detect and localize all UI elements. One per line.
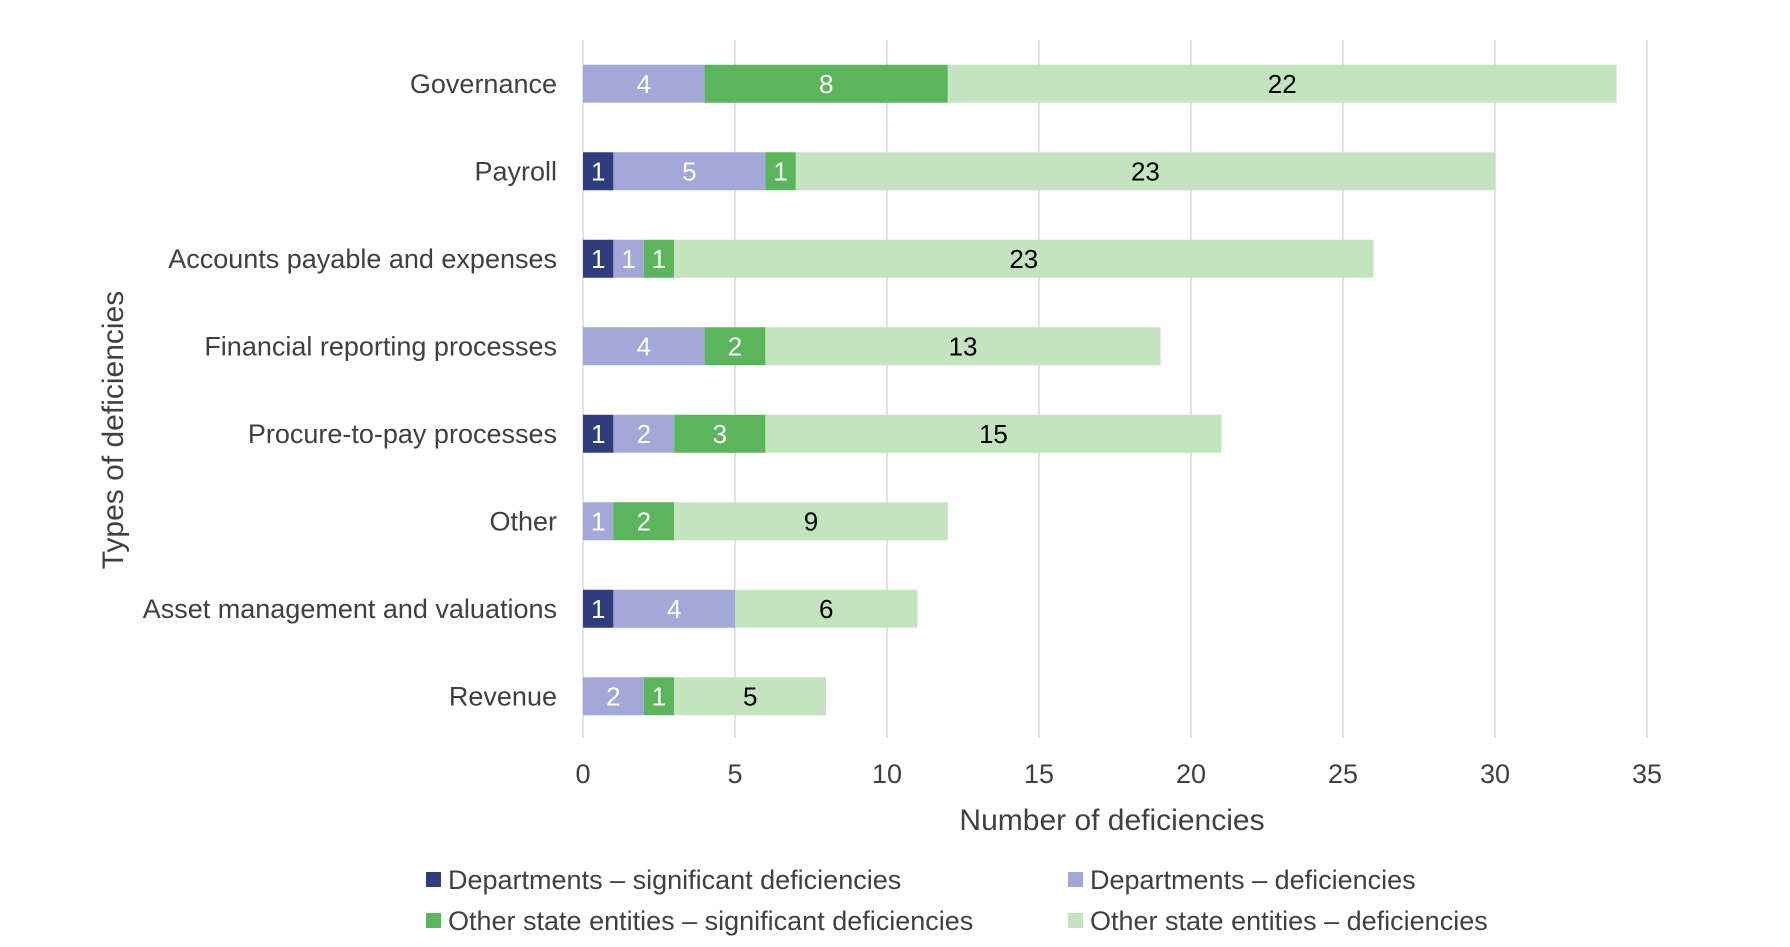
data-label: 4 (637, 69, 651, 99)
legend-label: Departments – significant deficiencies (448, 865, 901, 895)
legend-swatch (1068, 872, 1083, 887)
x-axis-title: Number of deficiencies (959, 804, 1264, 837)
bars (583, 64, 1617, 716)
bar-segment (583, 677, 644, 716)
bar-segment (613, 239, 644, 278)
bar-segment (643, 239, 675, 278)
data-label: 15 (979, 419, 1008, 449)
data-label: 4 (667, 594, 681, 624)
data-label: 1 (652, 681, 666, 711)
y-axis-title: Types of deficiencies (97, 291, 130, 569)
bar-segment (613, 152, 766, 191)
bar-segment (583, 239, 614, 278)
data-label: 13 (949, 331, 978, 361)
bar-segment (765, 152, 796, 191)
data-label: 1 (591, 419, 605, 449)
category-label: Asset management and valuations (143, 594, 557, 624)
bar-segment (613, 589, 735, 628)
data-label: 1 (591, 156, 605, 186)
bar-segment (583, 64, 705, 103)
data-label: 8 (819, 69, 833, 99)
bar-segment (583, 327, 705, 366)
bar-segment (704, 64, 948, 103)
category-label: Financial reporting processes (204, 331, 557, 361)
data-label: 5 (743, 681, 757, 711)
x-tick-labels: 0 5 10 15 20 25 30 35 (575, 759, 1662, 789)
category-label: Payroll (474, 156, 557, 186)
category-label: Revenue (449, 681, 557, 711)
category-label: Procure-to-pay processes (248, 419, 557, 449)
data-label: 3 (713, 419, 727, 449)
bar-segment (765, 414, 1222, 453)
data-label: 2 (606, 681, 620, 711)
bar-segment (583, 589, 614, 628)
data-label: 22 (1268, 69, 1297, 99)
segment-labels: 4 8 221 5 1 231 1 1 234 2 131 2 3 151 2 91 4 62 1 5 (591, 69, 1297, 712)
data-label: 1 (591, 594, 605, 624)
bar-segment (643, 677, 675, 716)
data-label: 5 (682, 156, 696, 186)
x-tick-label: 30 (1480, 759, 1510, 789)
x-tick-label: 35 (1632, 759, 1662, 789)
data-label: 23 (1009, 244, 1038, 274)
legend: Departments – significant deficiencies De… (426, 865, 1488, 936)
category-label: Other (489, 506, 557, 536)
data-label: 2 (728, 331, 742, 361)
bar-segment (795, 152, 1495, 191)
x-tick-label: 0 (575, 759, 590, 789)
bar-segment (947, 64, 1617, 103)
x-tick-label: 10 (872, 759, 902, 789)
bar-segment (765, 327, 1161, 366)
data-label: 1 (591, 506, 605, 536)
legend-swatch (426, 872, 441, 887)
data-label: 2 (637, 506, 651, 536)
legend-label: Other state entities – significant defic… (448, 906, 973, 936)
data-label: 1 (773, 156, 787, 186)
data-label: 6 (819, 594, 833, 624)
bar-segment (583, 152, 614, 191)
bar-segment (704, 327, 766, 366)
gridlines (582, 40, 1648, 738)
data-label: 1 (591, 244, 605, 274)
legend-label: Other state entities – deficiencies (1090, 906, 1488, 936)
category-label: Governance (410, 69, 557, 99)
bar-segment (583, 414, 614, 453)
x-tick-label: 15 (1024, 759, 1054, 789)
bar-segment (735, 589, 918, 628)
bar-segment (674, 414, 766, 453)
legend-swatch (1068, 913, 1083, 928)
data-label: 1 (621, 244, 635, 274)
data-label: 1 (652, 244, 666, 274)
legend-swatch (426, 913, 441, 928)
bar-segment (613, 502, 675, 541)
data-label: 23 (1131, 156, 1160, 186)
bar-segment (583, 502, 614, 541)
category-label: Accounts payable and expenses (168, 244, 557, 274)
data-label: 4 (637, 331, 651, 361)
legend-label: Departments – deficiencies (1090, 865, 1416, 895)
bar-segment (674, 502, 948, 541)
x-tick-label: 25 (1328, 759, 1358, 789)
category-labels: Governance Payroll Accounts payable and ex… (143, 69, 557, 712)
x-tick-label: 5 (727, 759, 742, 789)
bar-segment (674, 677, 827, 716)
bar-segment (613, 414, 675, 453)
data-label: 2 (637, 419, 651, 449)
x-tick-label: 20 (1176, 759, 1206, 789)
bar-segment (674, 239, 1374, 278)
data-label: 9 (804, 506, 818, 536)
